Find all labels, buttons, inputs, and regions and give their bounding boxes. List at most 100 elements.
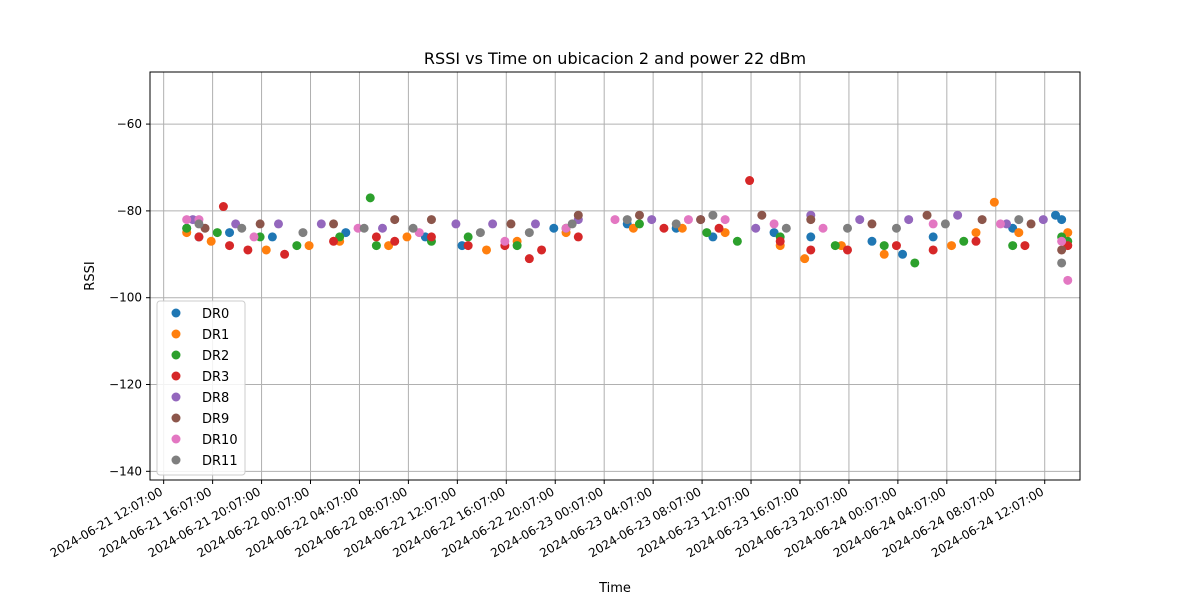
data-point [273,219,283,229]
data-point [329,219,339,229]
data-point [182,215,192,225]
data-point [390,236,400,246]
legend-label: DR2 [202,349,229,364]
data-point [488,219,498,229]
data-point [1057,236,1067,246]
series-dr10 [182,215,1073,285]
legend-marker [171,434,181,444]
data-point [971,228,981,238]
data-point [1057,245,1067,255]
data-point [378,223,387,233]
data-point [714,223,724,233]
data-point [879,249,889,259]
data-point [500,236,510,246]
data-point [371,241,381,251]
data-point [953,210,963,220]
legend-label: DR9 [202,412,229,427]
legend-label: DR11 [202,454,238,469]
data-point [426,215,436,225]
data-point [390,215,400,225]
data-point [298,228,308,238]
data-point [647,215,657,225]
data-point [781,223,791,233]
data-point [867,219,877,229]
data-point [843,245,852,255]
data-point [995,219,1005,229]
data-point [1038,215,1048,225]
legend-marker [171,308,181,318]
data-point [659,223,669,233]
data-point [879,241,889,251]
data-point [218,202,228,212]
data-point [512,241,522,251]
data-point [451,219,461,229]
data-point [1026,219,1036,229]
data-point [855,215,865,225]
data-point [573,210,583,220]
legend-label: DR0 [202,307,229,322]
y-tick-label: −100 [109,291,142,305]
y-tick-label: −120 [109,378,142,392]
chart-title: RSSI vs Time on ubicacion 2 and power 22… [424,49,806,68]
data-point [243,245,253,255]
data-point [843,223,852,233]
data-point [255,219,265,229]
data-point [182,223,192,233]
legend-marker [171,329,181,339]
data-point [898,249,908,259]
data-point [891,241,901,251]
legend-label: DR3 [202,370,229,385]
y-tick-label: −60 [117,117,142,131]
data-point [989,197,999,207]
y-tick-label: −140 [109,464,142,478]
series-dr11 [194,210,1067,268]
legend-label: DR8 [202,391,229,406]
data-point [1020,241,1030,251]
data-point [928,232,938,242]
data-point [910,258,920,268]
data-point [365,193,375,203]
data-point [463,232,473,242]
data-point [928,245,938,255]
data-point [818,223,828,233]
data-point [806,215,816,225]
series-dr3 [194,176,1073,264]
data-point [267,232,277,242]
data-point [549,223,559,233]
legend-box [156,300,246,476]
data-point [212,228,222,238]
data-point [634,219,644,229]
data-point [1057,215,1067,225]
data-point [506,219,516,229]
data-point [463,241,473,251]
data-point [194,219,204,229]
y-axis-title: RSSI [83,261,98,290]
legend-marker [171,413,181,423]
data-point [947,241,957,251]
data-point [806,232,816,242]
data-point [769,219,779,229]
data-point [316,219,326,229]
legend-marker [171,455,181,465]
data-point [977,215,987,225]
legend-label: DR1 [202,328,229,343]
data-point [891,223,901,233]
grid-lines [150,72,1080,480]
data-point [304,241,314,251]
x-axis-title: Time [598,581,631,596]
data-point [683,215,693,225]
data-point [329,236,339,246]
legend-marker [171,371,181,381]
data-point [1063,275,1073,285]
data-point [806,245,816,255]
series-dr9 [200,210,1067,255]
data-point [194,232,204,242]
data-point [537,245,547,255]
data-point [249,232,259,242]
data-point [745,176,755,186]
data-point [671,219,681,229]
legend: DR0 DR1 DR2 DR3 DR8 DR9 DR10 DR11 [156,300,246,476]
legend-label: DR10 [202,433,238,448]
data-point [702,228,712,238]
data-point [922,210,932,220]
